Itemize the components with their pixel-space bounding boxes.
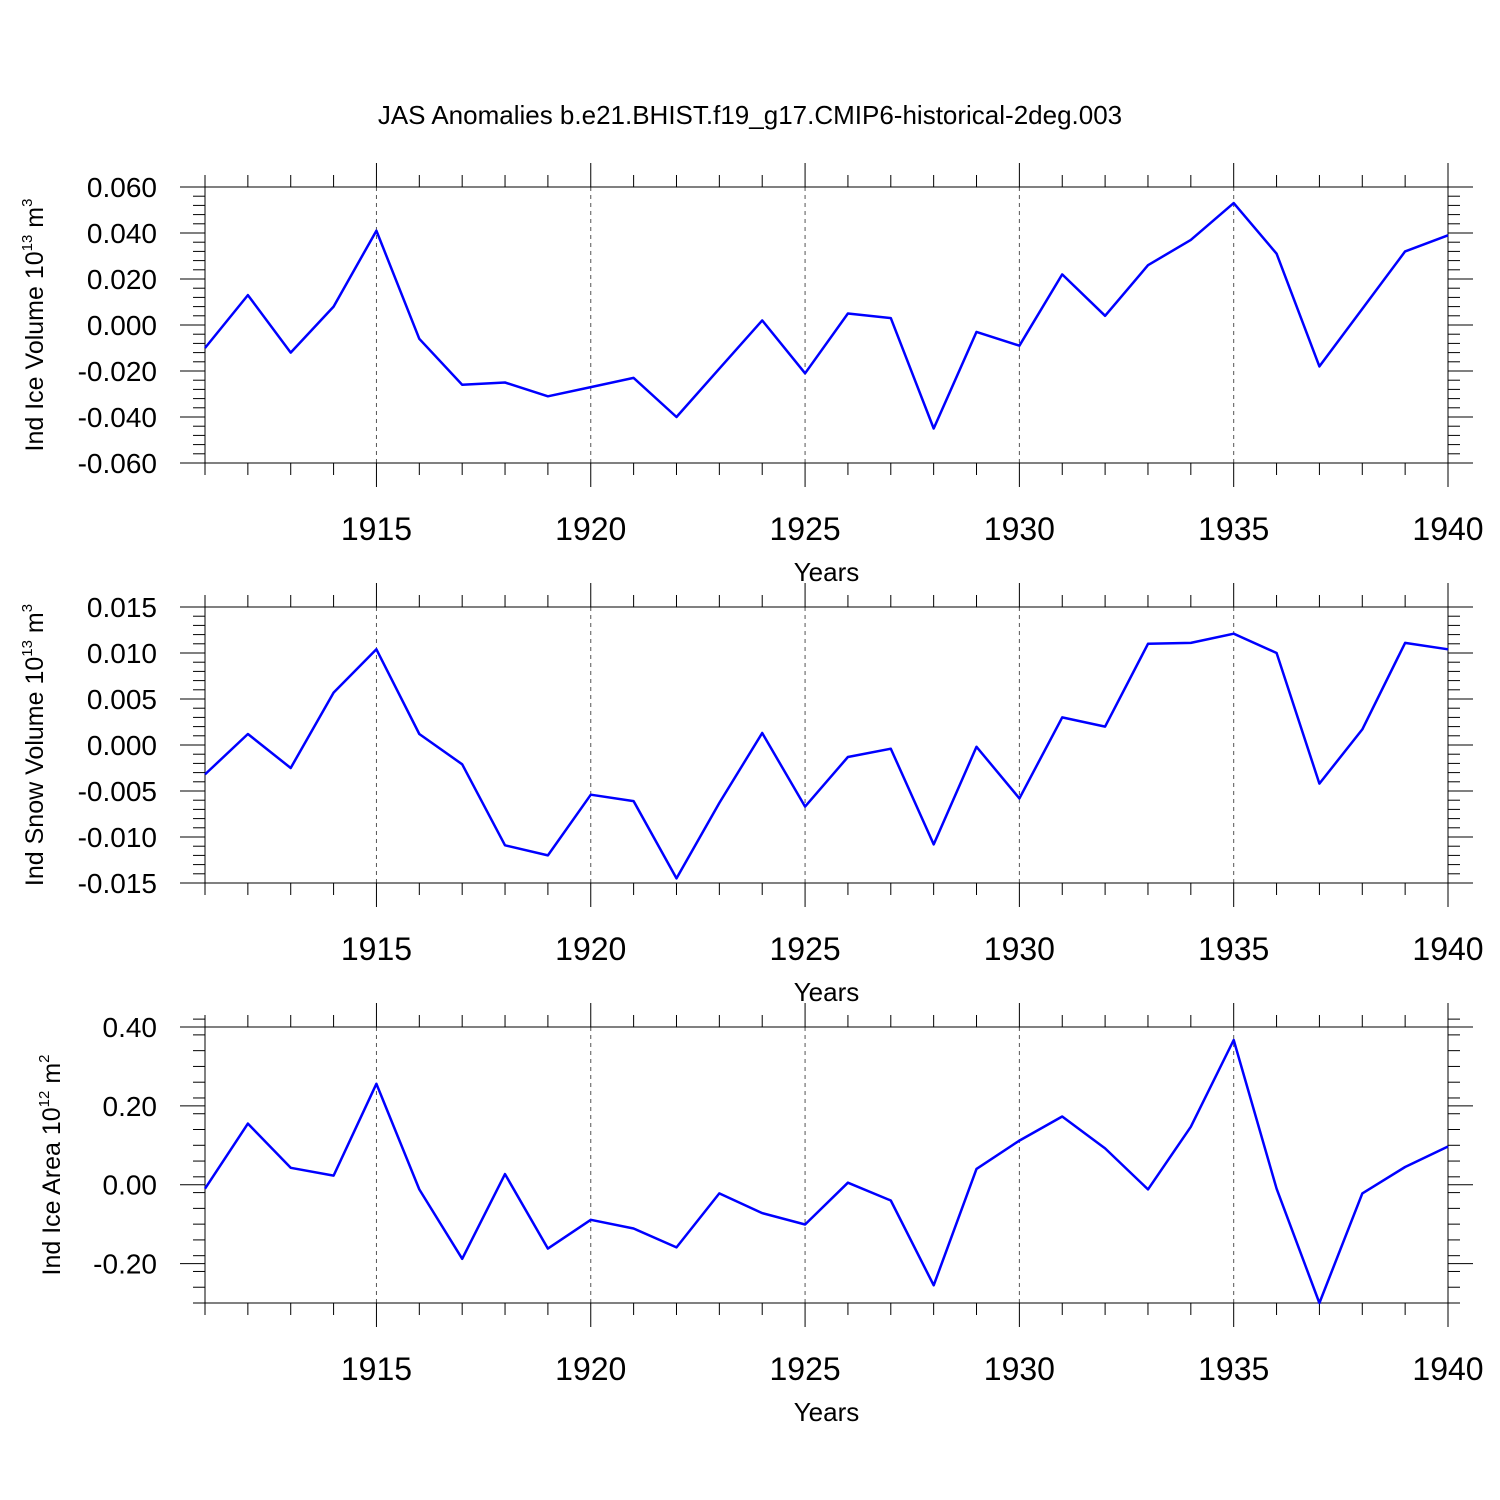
x-tick-label: 1925 (769, 511, 840, 547)
x-tick-label: 1915 (341, 511, 412, 547)
plot-frame (204, 186, 1449, 464)
x-tick-label: 1940 (1412, 511, 1483, 547)
y-axis-label: Ind Ice Area 1012 m2 (36, 1055, 66, 1276)
x-tick-label: 1920 (555, 1351, 626, 1387)
x-tick-label: 1920 (555, 511, 626, 547)
y-tick-label: 0.000 (87, 310, 157, 341)
y-tick-label: -0.020 (78, 356, 157, 387)
x-tick-label: 1940 (1412, 931, 1483, 967)
y-tick-label: -0.015 (78, 868, 157, 899)
x-tick-label: 1940 (1412, 1351, 1483, 1387)
plot-frame (204, 1026, 1449, 1304)
panels: -0.060 -0.040 -0.020 0.000 0.020 0.040 0.060 19… (19, 163, 1484, 1427)
series-line (203, 1038, 1449, 1305)
y-tick-label: 0.40 (103, 1012, 158, 1043)
x-axis-label: Years (794, 1397, 860, 1427)
x-tick-label: 1930 (984, 511, 1055, 547)
y-tick-label: 0.020 (87, 264, 157, 295)
x-tick-label: 1935 (1198, 511, 1269, 547)
x-tick-label: 1930 (984, 931, 1055, 967)
series-line (204, 632, 1449, 880)
y-tick-label: 0.010 (87, 638, 157, 669)
y-tick-label: 0.000 (87, 730, 157, 761)
panel-2: -0.015 -0.010 -0.005 0.000 0.005 0.010 0.015 19… (19, 583, 1484, 1007)
y-axis-label: Ind Ice Volume 1013 m3 (19, 199, 49, 452)
plot-frame (204, 606, 1449, 884)
y-tick-label: -0.010 (78, 822, 157, 853)
figure-title: JAS Anomalies b.e21.BHIST.f19_g17.CMIP6-… (378, 100, 1122, 130)
panel-3: -0.20 0.00 0.20 0.40 1915 1920 1925 1930 1935 194… (36, 1003, 1484, 1427)
x-tick-label: 1930 (984, 1351, 1055, 1387)
y-axis-label: Ind Snow Volume 1013 m3 (19, 604, 49, 886)
y-tick-label: 0.060 (87, 172, 157, 203)
y-tick-label: -0.060 (78, 448, 157, 479)
x-tick-label: 1925 (769, 1351, 840, 1387)
y-tick-label: -0.040 (78, 402, 157, 433)
x-tick-label: 1915 (341, 1351, 412, 1387)
x-tick-label: 1925 (769, 931, 840, 967)
x-tick-label: 1920 (555, 931, 626, 967)
y-tick-label: -0.005 (78, 776, 157, 807)
y-tick-label: 0.040 (87, 218, 157, 249)
x-axis-label: Years (794, 557, 860, 587)
panel-1: -0.060 -0.040 -0.020 0.000 0.020 0.040 0.060 19… (19, 163, 1484, 587)
x-tick-label: 1935 (1198, 1351, 1269, 1387)
y-tick-label: 0.20 (103, 1091, 158, 1122)
y-tick-label: 0.00 (103, 1170, 158, 1201)
x-axis-label: Years (794, 977, 860, 1007)
y-tick-label: -0.20 (93, 1249, 157, 1280)
x-tick-label: 1935 (1198, 931, 1269, 967)
y-tick-label: 0.005 (87, 684, 157, 715)
series-line (204, 201, 1449, 430)
y-tick-label: 0.015 (87, 592, 157, 623)
x-tick-label: 1915 (341, 931, 412, 967)
